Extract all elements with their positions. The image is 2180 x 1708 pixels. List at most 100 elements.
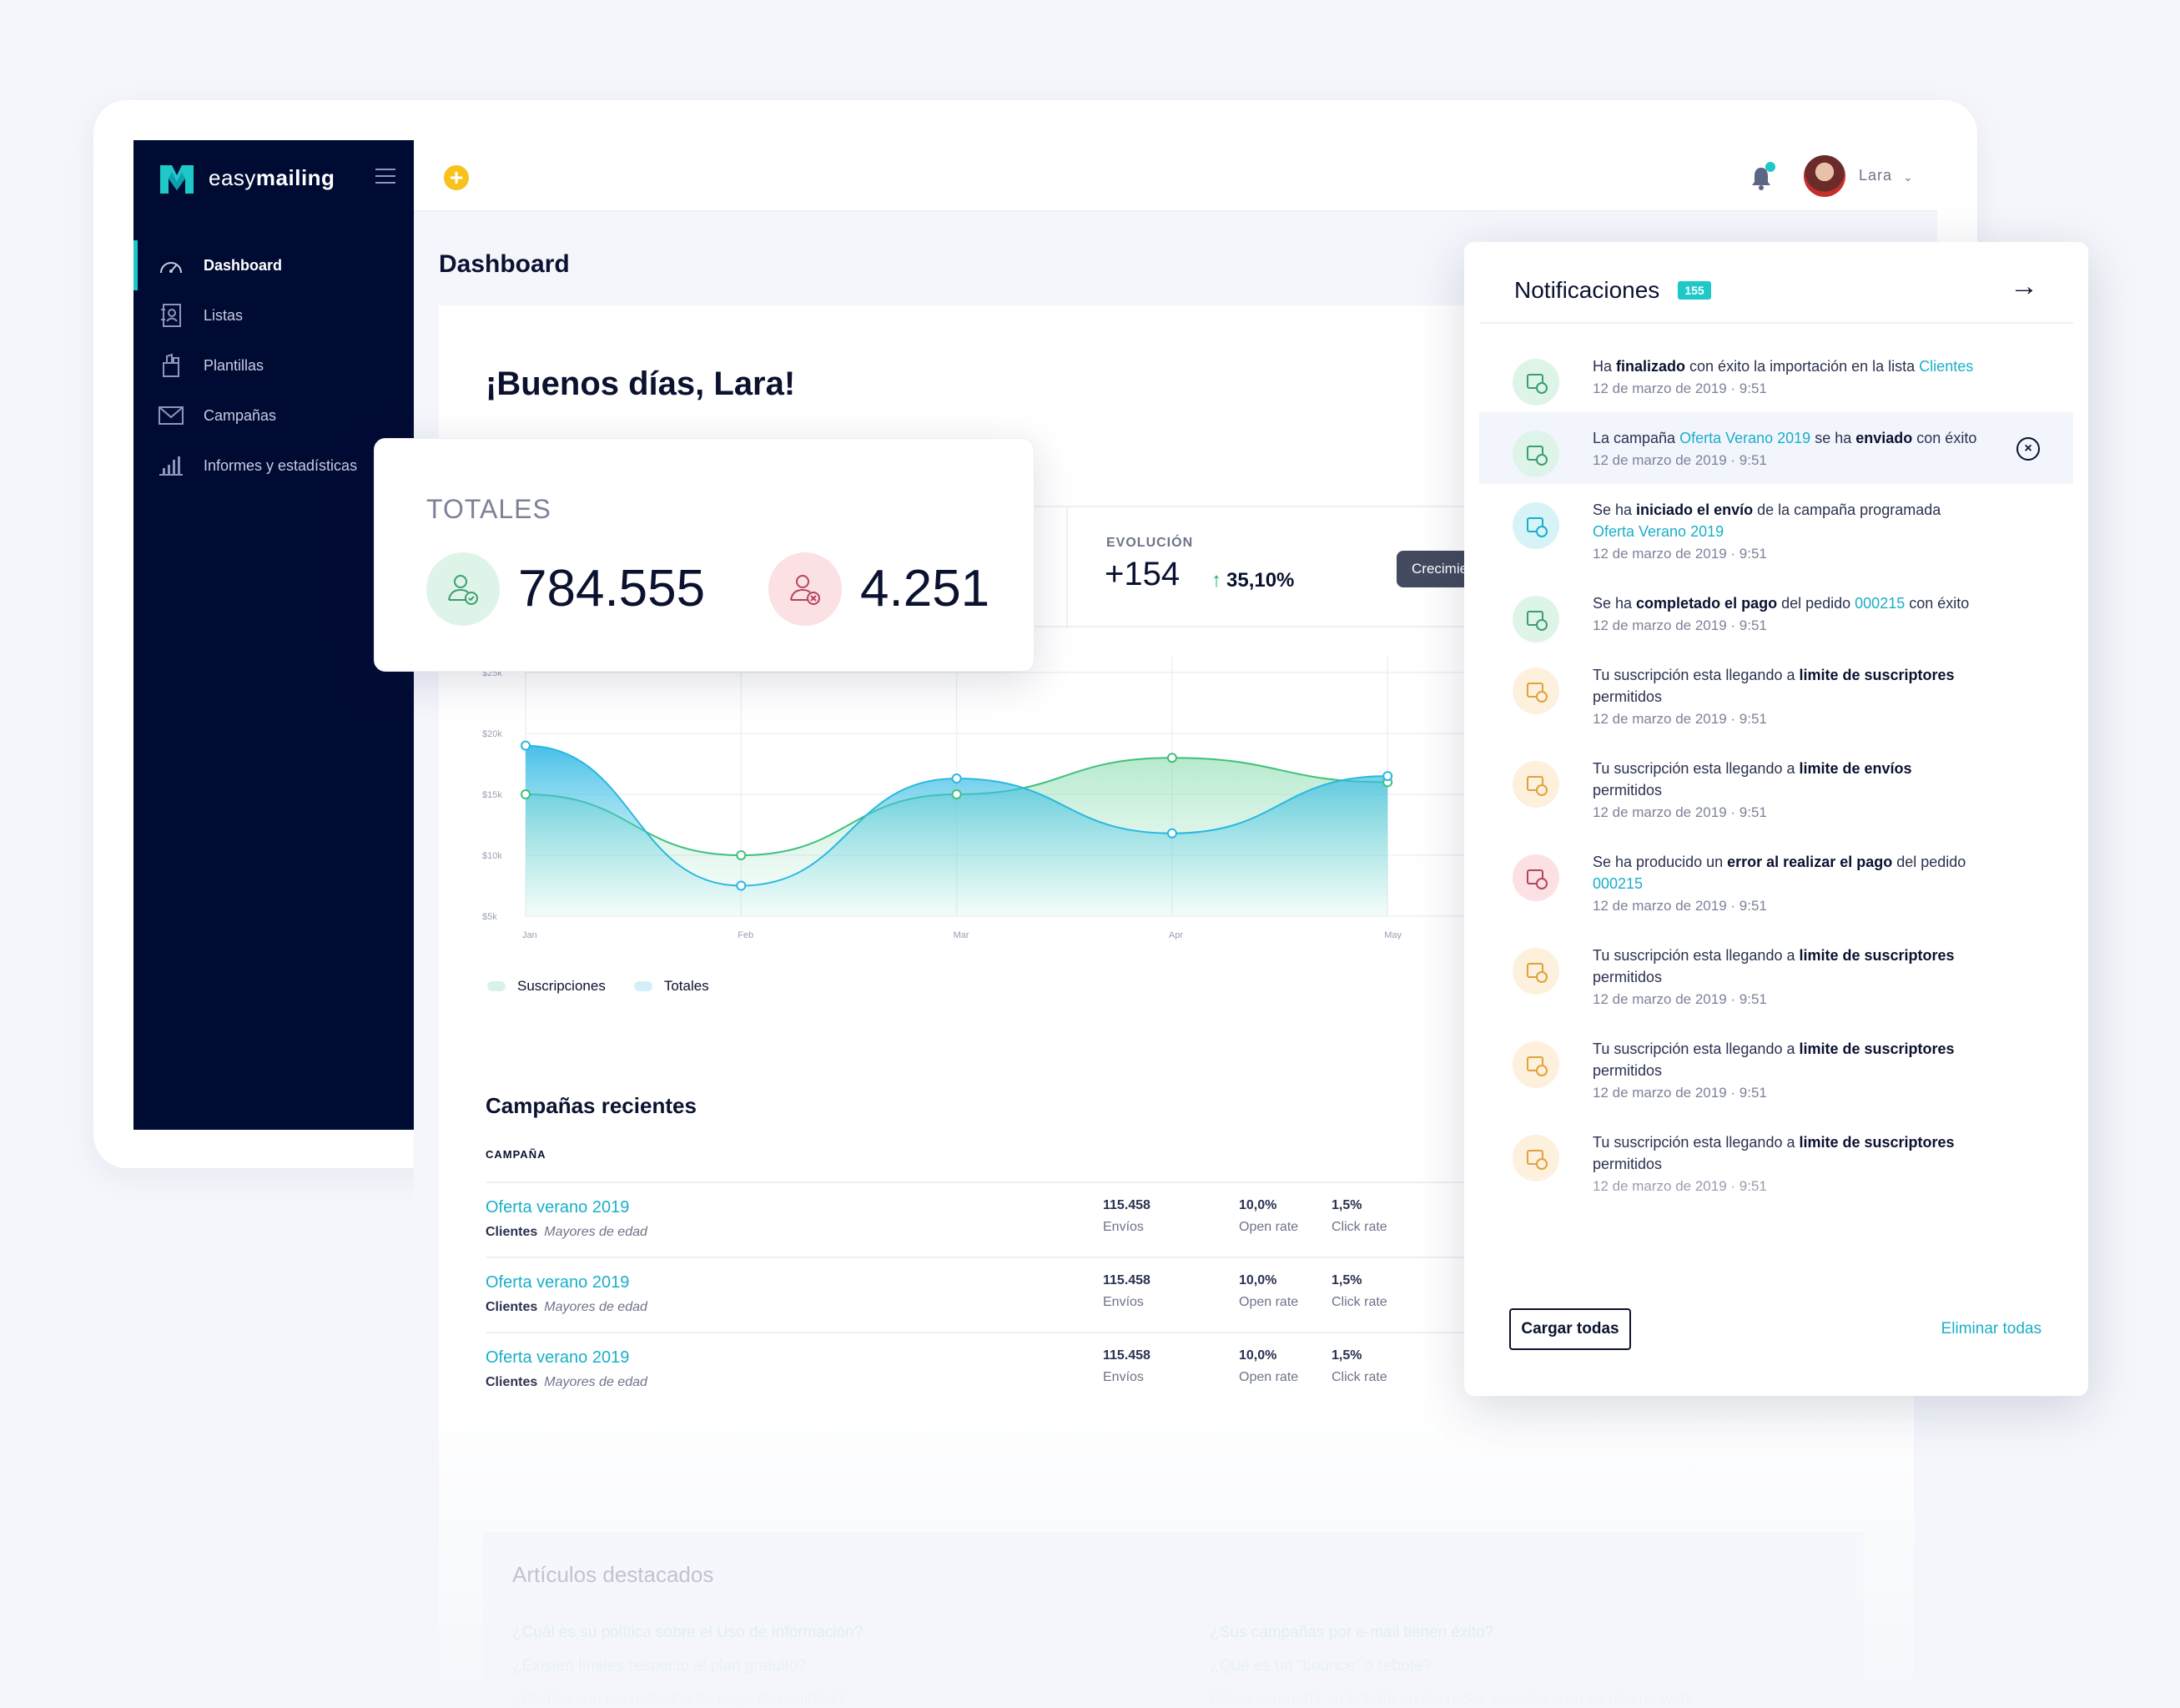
evolution-label: EVOLUCIÓN [1106, 536, 1194, 550]
article-link[interactable]: ¿Qué es un "bounce" o rebote? [1210, 1657, 1432, 1675]
featured-title: Artículos destacados [512, 1562, 714, 1587]
notification-text: Tu suscripción esta llegando a limite de… [1593, 760, 1912, 799]
notification-date: 12 de marzo de 2019 · 9:51 [1593, 380, 1767, 396]
notification-link[interactable]: 000215 [1593, 875, 1644, 892]
speedometer-icon [159, 253, 184, 278]
x-tick-label: Jan [522, 930, 537, 940]
notification-link[interactable]: Clientes [1919, 358, 1974, 375]
data-point[interactable] [736, 880, 747, 891]
data-point[interactable] [1166, 828, 1177, 839]
notification-item[interactable]: Tu suscripción esta llegando a limite de… [1479, 649, 2073, 743]
add-button[interactable]: + [444, 165, 469, 190]
x-tick-label: Mar [954, 930, 969, 940]
data-point[interactable] [951, 789, 962, 799]
card-check-icon [1513, 596, 1559, 642]
sidebar-item-campanas[interactable]: Campañas [133, 390, 414, 441]
notification-item[interactable]: Tu suscripción esta llegando a limite de… [1479, 743, 2073, 836]
notification-text: Tu suscripción esta llegando a limite de… [1593, 947, 1955, 985]
avatar[interactable] [1804, 155, 1845, 197]
sidebar: easymailing Dashboard Listas Plantillas … [133, 140, 414, 1130]
user-warning-icon [1513, 1041, 1559, 1088]
table-row[interactable]: Oferta verano 2019 Clientes Mayores de ed… [486, 1332, 1487, 1407]
legend-swatch [487, 981, 506, 991]
notification-item[interactable]: Tu suscripción esta llegando a limite de… [1479, 1023, 2073, 1116]
y-tick-label: $10k [482, 851, 502, 861]
metric-open-rate: 10,0% Open rate [1239, 1198, 1299, 1234]
data-point[interactable] [1166, 753, 1177, 763]
campaign-link[interactable]: Oferta verano 2019 [486, 1348, 630, 1367]
notification-link[interactable]: Oferta Verano 2019 [1593, 523, 1724, 540]
legend-item-suscripciones[interactable]: Suscripciones [487, 978, 606, 995]
notification-item[interactable]: Se ha producido un error al realizar el … [1479, 836, 2073, 930]
sidebar-item-label: Campañas [204, 406, 277, 424]
brand-name: easymailing [209, 164, 335, 190]
metric-open-rate: 10,0% Open rate [1239, 1348, 1299, 1384]
sidebar-item-plantillas[interactable]: Plantillas [133, 340, 414, 390]
x-tick-label: Feb [738, 930, 753, 940]
notifications-list: Ha finalizado con éxito la importación e… [1479, 340, 2073, 1242]
notification-item[interactable]: Tu suscripción esta llegando a limite de… [1479, 930, 2073, 1023]
sidebar-item-listas[interactable]: Listas [133, 290, 414, 340]
notification-text: La campaña Oferta Verano 2019 se ha envi… [1593, 430, 1977, 446]
article-link[interactable]: ¿Cuáles son los métodos de pago disponib… [512, 1690, 846, 1708]
mail-check-icon [1513, 431, 1559, 477]
brand[interactable]: easymailing [157, 159, 335, 197]
sidebar-item-label: Informes y estadísticas [204, 456, 358, 474]
table-row[interactable]: Oferta verano 2019 Clientes Mayores de ed… [486, 1257, 1487, 1332]
user-warning-icon [1513, 948, 1559, 995]
evolution-value: +154 [1105, 556, 1181, 592]
chevron-down-icon[interactable]: ⌄ [1903, 170, 1913, 184]
legend-swatch [633, 981, 652, 991]
article-link[interactable]: ¿Cuál es su política sobre el Uso de Inf… [512, 1624, 863, 1641]
data-point[interactable] [521, 789, 531, 799]
notification-item[interactable]: La campaña Oferta Verano 2019 se ha envi… [1479, 412, 2073, 484]
divider [1479, 322, 2073, 324]
notification-link[interactable]: Oferta Verano 2019 [1679, 430, 1811, 446]
notification-item[interactable]: Se ha iniciado el envío de la campaña pr… [1479, 484, 2073, 577]
totales-card: TOTALES 784.555 4.251 [374, 438, 1035, 672]
x-tick-label: May [1384, 930, 1402, 940]
user-name[interactable]: Lara [1859, 167, 1893, 184]
article-link[interactable]: ¿Sus campañas por e-mail tienen éxito? [1210, 1624, 1494, 1641]
campaign-meta: Clientes Mayores de edad [486, 1225, 647, 1239]
data-point[interactable] [951, 773, 962, 784]
notifications-header: Notificaciones 155 [1514, 277, 1711, 304]
column-header-campana[interactable]: CAMPAÑA [486, 1148, 546, 1161]
notification-link[interactable]: 000215 [1855, 595, 1906, 612]
notification-text: Se ha iniciado el envío de la campaña pr… [1593, 501, 1941, 540]
data-point[interactable] [1382, 771, 1393, 782]
chart-legend: Suscripciones Totales [487, 978, 709, 995]
menu-toggle-icon[interactable] [375, 169, 395, 184]
data-point[interactable] [736, 850, 747, 860]
sidebar-nav: Dashboard Listas Plantillas Campañas Inf… [133, 240, 414, 491]
campaign-link[interactable]: Oferta verano 2019 [486, 1273, 630, 1292]
article-link[interactable]: ¿Existen límites respecto al plan gratui… [512, 1657, 807, 1675]
sidebar-item-informes[interactable]: Informes y estadísticas [133, 441, 414, 491]
bell-icon[interactable] [1749, 165, 1774, 192]
arrow-right-icon[interactable]: → [2010, 270, 2038, 302]
metric-envios: 115.458 Envíos [1103, 1348, 1150, 1384]
article-link[interactable]: Cómo compartir su boletín en las redes s… [1210, 1690, 1690, 1708]
totales-title: TOTALES [426, 494, 551, 524]
notification-item[interactable]: Ha finalizado con éxito la importación e… [1479, 340, 2073, 412]
campaign-link[interactable]: Oferta verano 2019 [486, 1198, 630, 1217]
notification-item[interactable]: Se ha completado el pago del pedido 0002… [1479, 577, 2073, 649]
campaign-meta: Clientes Mayores de edad [486, 1300, 647, 1314]
notification-text: Tu suscripción esta llegando a limite de… [1593, 667, 1955, 705]
notification-text: Se ha producido un error al realizar el … [1593, 854, 1966, 892]
sidebar-item-dashboard[interactable]: Dashboard [133, 240, 414, 290]
unsubscribed-total: 4.251 [860, 560, 990, 617]
legend-item-totales[interactable]: Totales [633, 978, 709, 995]
data-point[interactable] [521, 740, 531, 751]
notification-date: 12 de marzo de 2019 · 9:51 [1593, 991, 1767, 1007]
card-error-icon [1513, 854, 1559, 901]
divider [1066, 507, 1068, 629]
bar-chart-icon [159, 453, 184, 478]
table-row[interactable]: Oferta verano 2019 Clientes Mayores de ed… [486, 1181, 1487, 1257]
y-tick-label: $20k [482, 729, 502, 739]
dismiss-icon[interactable]: × [2016, 437, 2040, 461]
sidebar-item-label: Listas [204, 306, 244, 324]
load-all-button[interactable]: Cargar todas [1509, 1308, 1631, 1350]
metric-click-rate: 1,5% Click rate [1332, 1348, 1387, 1384]
delete-all-link[interactable]: Eliminar todas [1941, 1320, 2042, 1338]
